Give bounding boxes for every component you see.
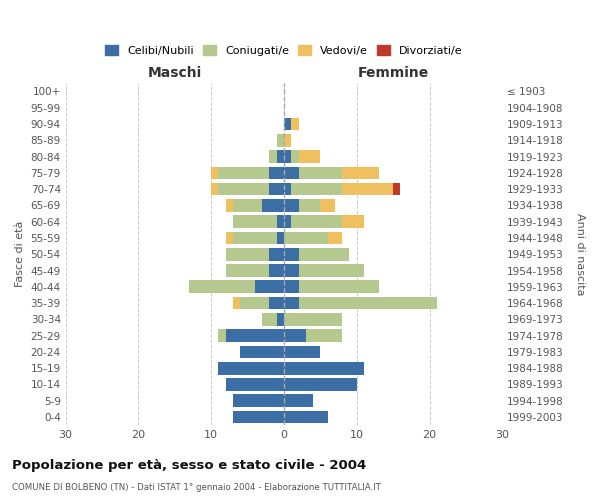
Bar (284, 313, 342, 326)
Bar (241, 346, 284, 358)
Bar (269, 183, 284, 196)
Bar (218, 362, 284, 374)
Bar (284, 330, 306, 342)
Bar (284, 134, 291, 146)
Bar (342, 166, 379, 179)
Bar (284, 118, 291, 130)
Bar (299, 150, 320, 163)
Bar (284, 264, 299, 277)
Bar (328, 232, 342, 244)
Bar (284, 362, 364, 374)
Bar (226, 378, 284, 391)
Bar (233, 410, 284, 424)
Bar (306, 330, 342, 342)
Bar (211, 183, 218, 196)
Bar (241, 296, 269, 310)
Y-axis label: Fasce di età: Fasce di età (15, 221, 25, 288)
Bar (291, 183, 342, 196)
Bar (320, 199, 335, 212)
Bar (233, 216, 277, 228)
Bar (284, 280, 299, 293)
Bar (218, 183, 269, 196)
Bar (291, 216, 342, 228)
Bar (284, 183, 291, 196)
Text: Popolazione per età, sesso e stato civile - 2004: Popolazione per età, sesso e stato civil… (12, 460, 366, 472)
Bar (218, 166, 269, 179)
Bar (226, 330, 284, 342)
Bar (284, 166, 299, 179)
Bar (262, 199, 284, 212)
Bar (291, 118, 299, 130)
Bar (190, 280, 255, 293)
Bar (226, 248, 269, 260)
Bar (284, 410, 328, 424)
Bar (277, 134, 284, 146)
Bar (393, 183, 400, 196)
Bar (284, 199, 299, 212)
Bar (284, 378, 357, 391)
Bar (284, 248, 299, 260)
Bar (226, 232, 233, 244)
Bar (226, 264, 269, 277)
Bar (269, 296, 284, 310)
Bar (277, 232, 284, 244)
Bar (284, 232, 328, 244)
Text: COMUNE DI BOLBENO (TN) - Dati ISTAT 1° gennaio 2004 - Elaborazione TUTTITALIA.IT: COMUNE DI BOLBENO (TN) - Dati ISTAT 1° g… (12, 484, 381, 492)
Bar (277, 216, 284, 228)
Bar (233, 394, 284, 407)
Text: Femmine: Femmine (358, 66, 429, 80)
Bar (284, 394, 313, 407)
Legend: Celibi/Nubili, Coniugati/e, Vedovi/e, Divorziati/e: Celibi/Nubili, Coniugati/e, Vedovi/e, Di… (101, 41, 467, 60)
Bar (233, 232, 277, 244)
Y-axis label: Anni di nascita: Anni di nascita (575, 213, 585, 296)
Bar (342, 216, 364, 228)
Bar (269, 264, 284, 277)
Text: Maschi: Maschi (148, 66, 202, 80)
Bar (211, 166, 218, 179)
Bar (299, 280, 379, 293)
Bar (342, 183, 393, 196)
Bar (269, 166, 284, 179)
Bar (233, 199, 262, 212)
Bar (269, 150, 277, 163)
Bar (218, 330, 226, 342)
Bar (299, 166, 342, 179)
Bar (233, 296, 241, 310)
Bar (299, 296, 437, 310)
Bar (284, 296, 299, 310)
Bar (299, 248, 349, 260)
Bar (299, 199, 320, 212)
Bar (284, 150, 291, 163)
Bar (277, 150, 284, 163)
Bar (284, 216, 291, 228)
Bar (299, 264, 364, 277)
Bar (277, 313, 284, 326)
Bar (255, 280, 284, 293)
Bar (284, 346, 320, 358)
Bar (226, 199, 233, 212)
Bar (291, 150, 299, 163)
Bar (262, 313, 277, 326)
Bar (269, 248, 284, 260)
